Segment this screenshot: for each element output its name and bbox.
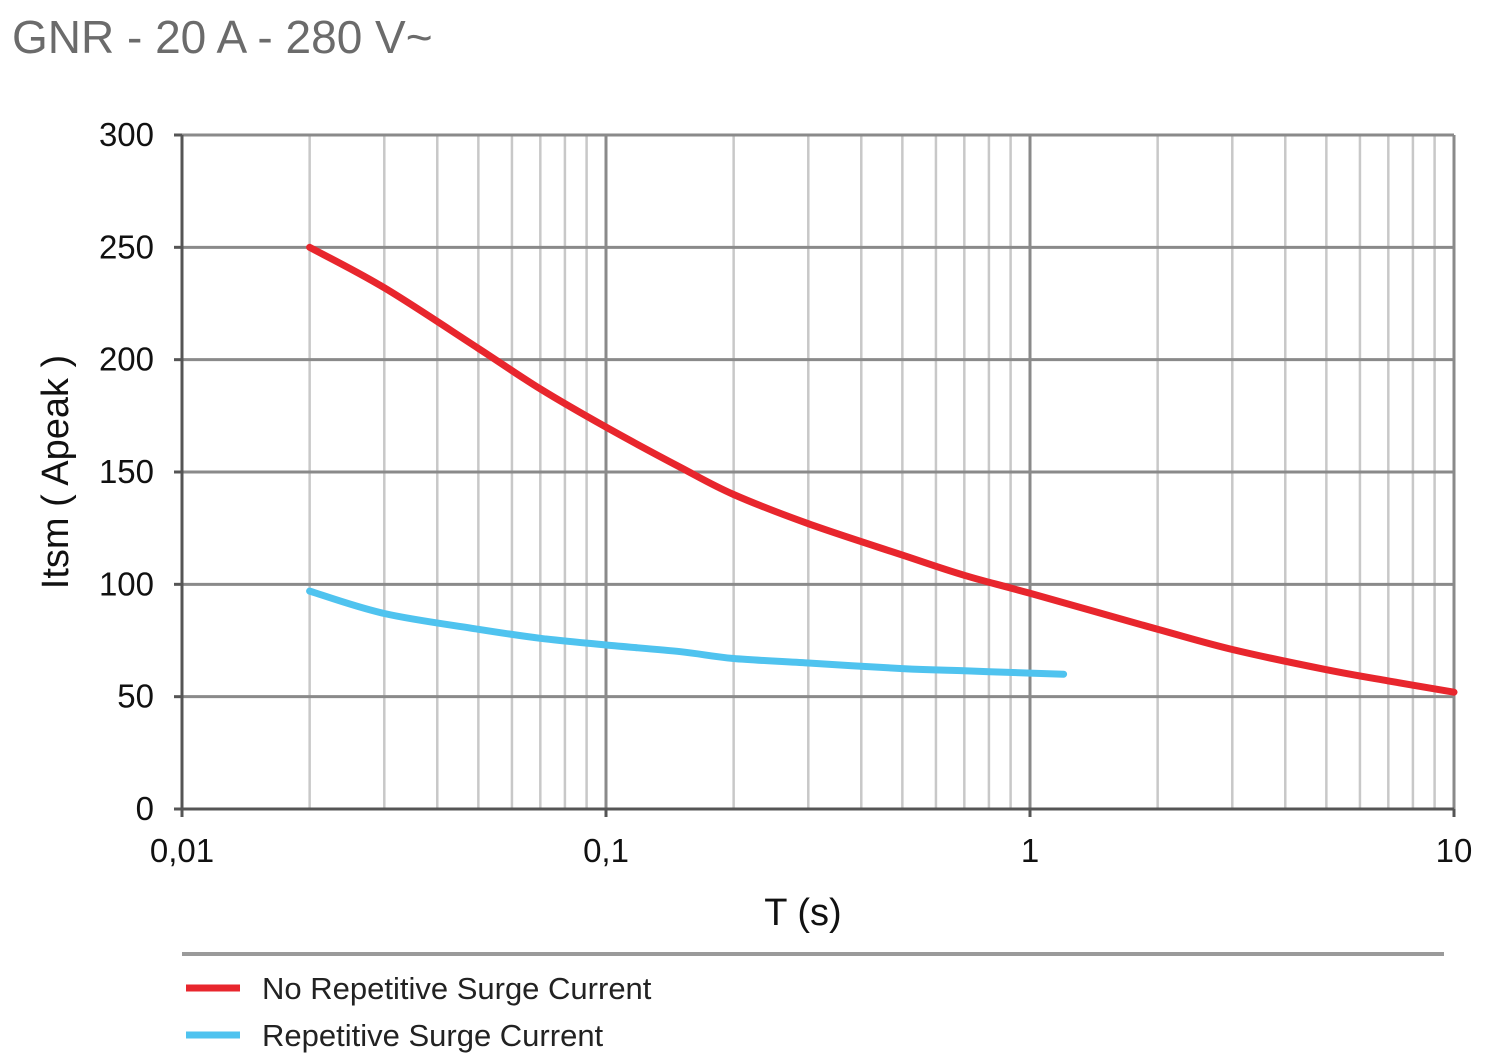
legend-label-no-repetitive: No Repetitive Surge Current <box>262 971 652 1006</box>
repetitive-surge-line <box>306 587 1068 678</box>
x-axis-title: T (s) <box>764 892 841 934</box>
y-tick-label: 50 <box>117 678 154 715</box>
y-axis-title: Itsm ( Apeak ) <box>35 355 77 589</box>
legend: No Repetitive Surge Current Repetitive Su… <box>186 971 652 1053</box>
series-lines <box>306 243 1458 696</box>
y-tick-label: 200 <box>99 341 154 378</box>
y-tick-label: 300 <box>99 116 154 153</box>
x-tick-label: 0,01 <box>150 832 214 869</box>
y-tick-label: 100 <box>99 565 154 602</box>
tick-labels: 0 50 100 150 200 250 300 0,01 0,1 1 10 <box>99 116 1472 869</box>
y-tick-label: 150 <box>99 453 154 490</box>
legend-label-repetitive: Repetitive Surge Current <box>262 1018 604 1053</box>
y-tick-label: 0 <box>136 790 154 827</box>
x-tick-label: 0,1 <box>583 832 629 869</box>
chart-title: GNR - 20 A - 280 V~ <box>12 11 433 63</box>
y-tick-label: 250 <box>99 228 154 265</box>
axes <box>174 133 1456 817</box>
no-repetitive-surge-line <box>306 243 1458 696</box>
major-gridlines <box>180 133 1456 811</box>
x-tick-label: 1 <box>1021 832 1039 869</box>
x-tick-label: 10 <box>1436 832 1473 869</box>
